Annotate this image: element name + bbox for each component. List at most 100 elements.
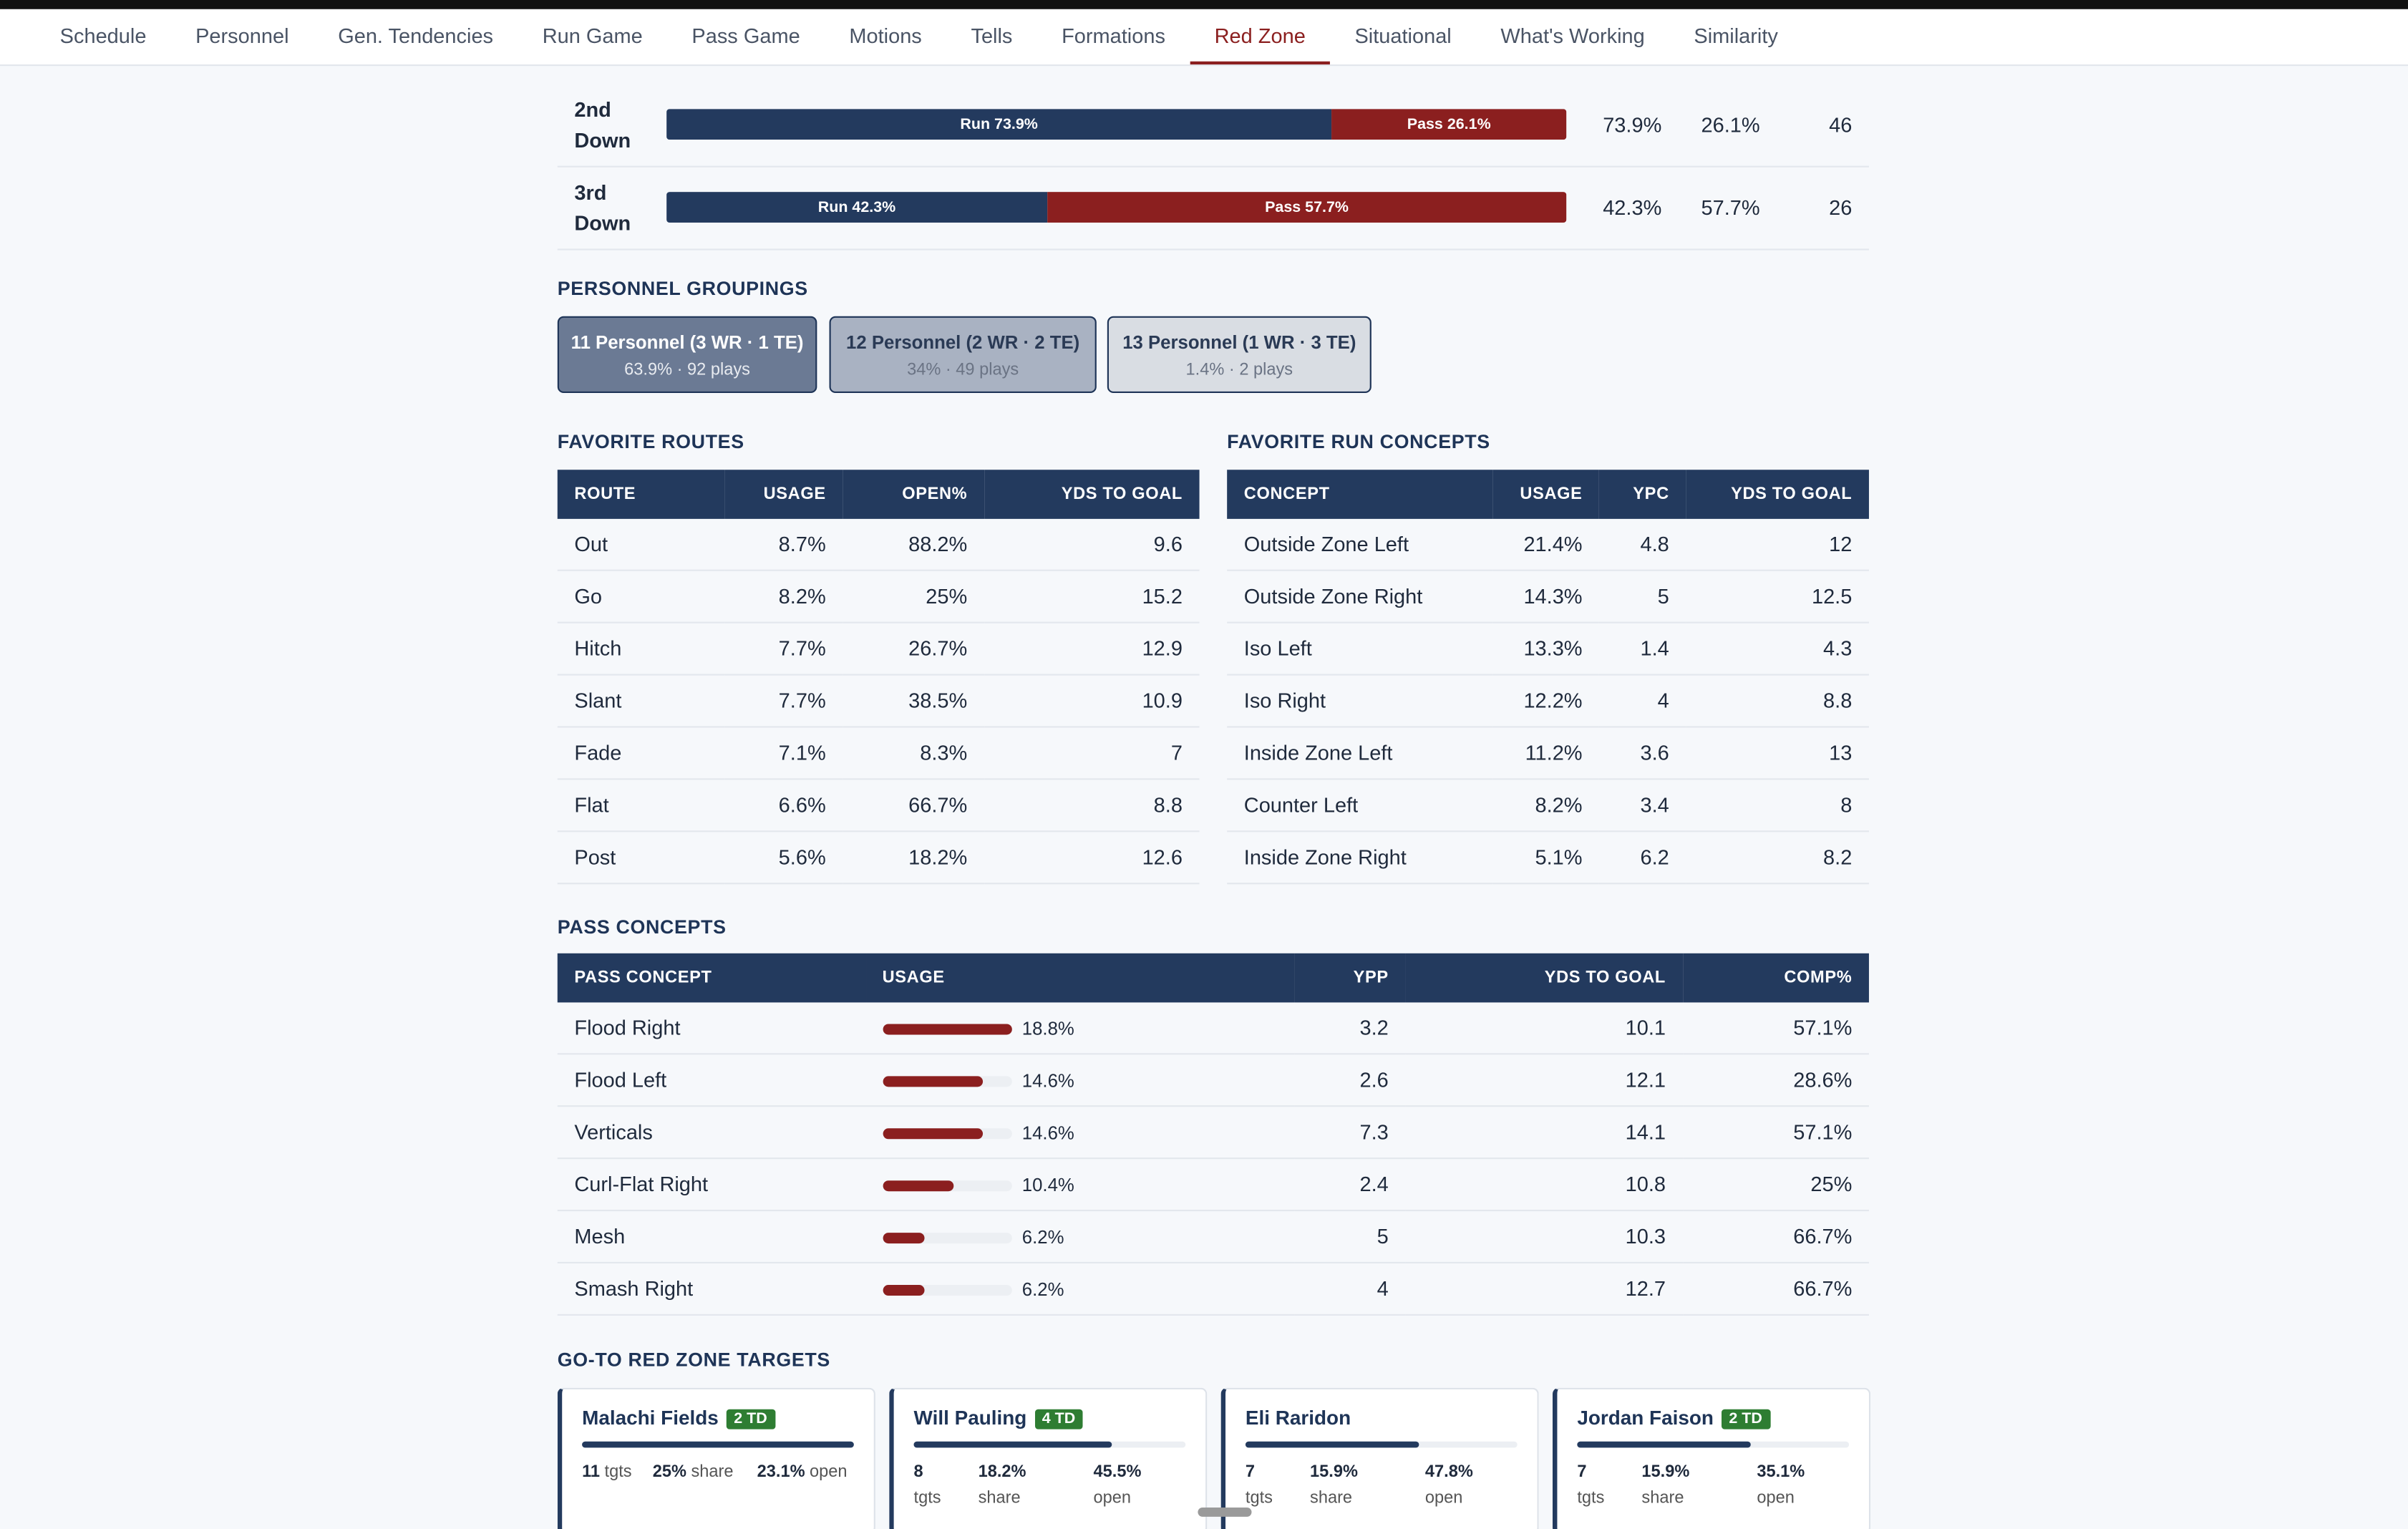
share-track [1245, 1441, 1518, 1448]
table-cell: Iso Right [1227, 674, 1492, 728]
stat-value: 15.9% [1310, 1462, 1358, 1482]
group-detail: 63.9% · 92 plays [624, 360, 750, 379]
nav-tab[interactable]: Similarity [1694, 24, 1778, 48]
nav-tab[interactable]: Motions [849, 24, 922, 48]
nav-tab[interactable]: Situational [1354, 24, 1452, 48]
table-cell: 10.9 [984, 674, 1200, 728]
routes-table: ROUTE USAGE OPEN% YDS TO GOAL Out 8.7% 88.2% 9.… [557, 470, 1200, 885]
table-cell: Flat [557, 779, 725, 833]
pass-concepts-table: PASS CONCEPT USAGE YPP YDS TO GOAL COMP% Floo… [557, 953, 1869, 1316]
scrollbar-thumb[interactable] [1198, 1507, 1252, 1517]
table-row: Verticals 14.6% 7.3 14.1 57.1% [557, 1106, 1869, 1160]
column-header: USAGE [1492, 470, 1600, 519]
run-label: Run 73.9% [960, 115, 1038, 133]
table-cell: 66.7% [1682, 1262, 1869, 1316]
stat-label: tgts [604, 1462, 632, 1482]
concept-name: Mesh [557, 1210, 865, 1264]
usage-label: 6.2% [1021, 1278, 1064, 1301]
usage-bar [882, 1076, 983, 1087]
table-row: Curl-Flat Right 10.4% 2.4 10.8 25% [557, 1158, 1869, 1212]
table-cell: 4 [1599, 674, 1686, 728]
target-card: Will Pauling 4 TD 8 tgts 18.2% share 45.5% open [889, 1387, 1208, 1529]
share-bar [582, 1441, 854, 1448]
table-cell: 12.2% [1492, 674, 1600, 728]
nav-tab[interactable]: Personnel [195, 24, 289, 48]
stat-value: 18.2% [978, 1462, 1026, 1482]
usage-track [882, 1076, 1011, 1087]
table-row: Counter Left 8.2% 3.4 8 [1227, 779, 1869, 833]
table-cell: 18.2% [843, 831, 984, 885]
stat: 45.5% open [1094, 1460, 1142, 1513]
stat: 47.8% open [1425, 1460, 1473, 1513]
table-cell: 14.1 [1405, 1106, 1683, 1160]
plays: 46 [1829, 113, 1853, 137]
section-title: PERSONNEL GROUPINGS [557, 278, 808, 300]
table-cell: 8.8 [984, 779, 1200, 833]
nav-tab[interactable]: Gen. Tendencies [338, 24, 494, 48]
table-row: Fade 7.1% 8.3% 7 [557, 727, 1200, 780]
column-header: OPEN% [843, 470, 984, 519]
player-name-text: Jordan Faison [1577, 1406, 1714, 1430]
column-header: ROUTE [557, 470, 725, 519]
table-row: Inside Zone Right 5.1% 6.2 8.2 [1227, 831, 1869, 885]
table-cell: Outside Zone Left [1227, 518, 1492, 571]
stat: 23.1% open [757, 1460, 848, 1486]
stat-value: 25% [652, 1462, 687, 1482]
player-name: Malachi Fields 2 TD [582, 1406, 775, 1430]
player-name-text: Will Pauling [913, 1406, 1027, 1430]
td-badge: 2 TD [1721, 1409, 1770, 1430]
nav-tab[interactable]: Formations [1062, 24, 1165, 48]
stat-label: tgts [1577, 1489, 1605, 1508]
player-name-text: Eli Raridon [1245, 1406, 1351, 1430]
table-row: Out 8.7% 88.2% 9.6 [557, 518, 1200, 571]
stat-value: 23.1% [757, 1462, 805, 1482]
table-cell: Inside Zone Left [1227, 727, 1492, 780]
stat-label: share [1310, 1489, 1353, 1508]
group-name: 12 Personnel (2 WR · 2 TE) [846, 331, 1080, 354]
table-cell: 8.2% [724, 570, 843, 623]
usage-cell: 10.4% [865, 1158, 1296, 1212]
stat-label: open [1757, 1489, 1795, 1508]
td-badge: 4 TD [1034, 1409, 1084, 1430]
table-cell: 10.8 [1405, 1158, 1683, 1212]
table-cell: 4.3 [1686, 622, 1869, 676]
nav-tab[interactable]: What's Working [1500, 24, 1645, 48]
nav-tab[interactable]: Run Game [542, 24, 643, 48]
column-header: USAGE [865, 953, 1296, 1003]
table-cell: 3.6 [1599, 727, 1686, 780]
run-pct: 42.3% [1603, 196, 1662, 220]
table-cell: Go [557, 570, 725, 623]
share-bar [913, 1441, 1112, 1448]
run-label: Run 42.3% [817, 198, 896, 216]
nav-tab[interactable]: Schedule [59, 24, 147, 48]
nav-tab[interactable]: Red Zone [1190, 9, 1331, 65]
personnel-button[interactable]: 13 Personnel (1 WR · 3 TE) 1.4% · 2 plays [1107, 316, 1372, 394]
personnel-button[interactable]: 12 Personnel (2 WR · 2 TE) 34% · 49 plays [829, 316, 1097, 394]
td-badge: 2 TD [726, 1409, 775, 1430]
table-cell: 2.6 [1295, 1054, 1406, 1107]
stat: 7 tgts [1577, 1460, 1604, 1513]
table-row: Smash Right 6.2% 4 12.7 66.7% [557, 1262, 1869, 1316]
table-cell: 66.7% [1682, 1210, 1869, 1264]
nav-tab[interactable]: Pass Game [691, 24, 800, 48]
usage-cell: 18.8% [865, 1002, 1296, 1055]
stat-value: 47.8% [1424, 1462, 1473, 1482]
table-cell: 6.2 [1599, 831, 1686, 885]
table-cell: 5.1% [1492, 831, 1600, 885]
stat-label: share [691, 1462, 734, 1482]
stat-value: 7 [1245, 1462, 1256, 1482]
nav-tab[interactable]: Tells [971, 24, 1013, 48]
table-cell: 2.4 [1295, 1158, 1406, 1212]
table-cell: 8 [1686, 779, 1869, 833]
table-cell: 8.8 [1686, 674, 1869, 728]
stat-value: 15.9% [1641, 1462, 1690, 1482]
section-title: FAVORITE ROUTES [557, 431, 744, 453]
pass-pct: 57.7% [1701, 196, 1760, 220]
stat: 11 tgts [582, 1460, 631, 1486]
table-row: Hitch 7.7% 26.7% 12.9 [557, 622, 1200, 676]
run-pass-bar: Run 42.3% Pass 57.7% [666, 192, 1567, 223]
column-header: COMP% [1682, 953, 1869, 1003]
personnel-button[interactable]: 11 Personnel (3 WR · 1 TE) 63.9% · 92 pla… [557, 316, 817, 394]
table-row: Inside Zone Left 11.2% 3.6 13 [1227, 727, 1869, 780]
stat-value: 11 [582, 1462, 601, 1482]
